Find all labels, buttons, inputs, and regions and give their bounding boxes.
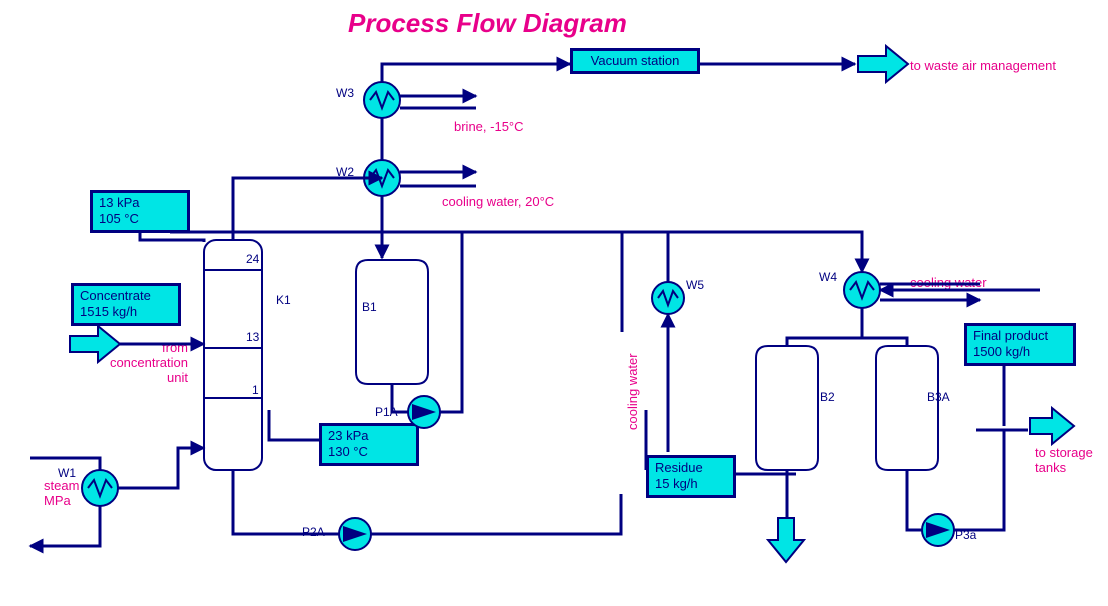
vessel-b3a bbox=[876, 346, 938, 470]
column-k1 bbox=[204, 240, 262, 470]
arrow-down-b2 bbox=[768, 518, 804, 562]
hx-w3 bbox=[364, 82, 400, 118]
hx-w4 bbox=[844, 272, 880, 308]
diagram-stage: Process Flow Diagram 13 kPa 105 °C Conce… bbox=[0, 0, 1108, 606]
arrow-storage-tanks bbox=[1030, 408, 1074, 444]
pump-p1a bbox=[408, 396, 440, 428]
pump-p3a bbox=[922, 514, 954, 546]
diagram-svg bbox=[0, 0, 1108, 606]
vessel-b1 bbox=[356, 260, 428, 384]
hx-w5 bbox=[652, 282, 684, 314]
vessel-b2 bbox=[756, 346, 818, 470]
arrow-waste-air bbox=[858, 46, 908, 82]
hx-w1 bbox=[82, 470, 118, 506]
arrow-in-concentrate bbox=[70, 326, 120, 362]
pipes bbox=[30, 64, 1040, 546]
pump-p2a bbox=[339, 518, 371, 550]
